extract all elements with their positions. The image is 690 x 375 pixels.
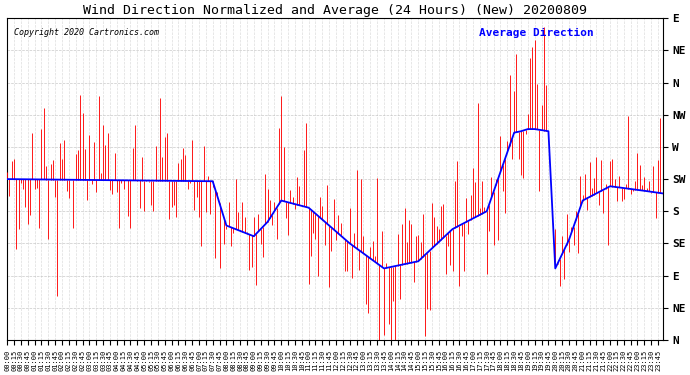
Text: Average Direction: Average Direction: [479, 28, 594, 38]
Text: Copyright 2020 Cartronics.com: Copyright 2020 Cartronics.com: [14, 28, 159, 37]
Title: Wind Direction Normalized and Average (24 Hours) (New) 20200809: Wind Direction Normalized and Average (2…: [83, 4, 587, 17]
